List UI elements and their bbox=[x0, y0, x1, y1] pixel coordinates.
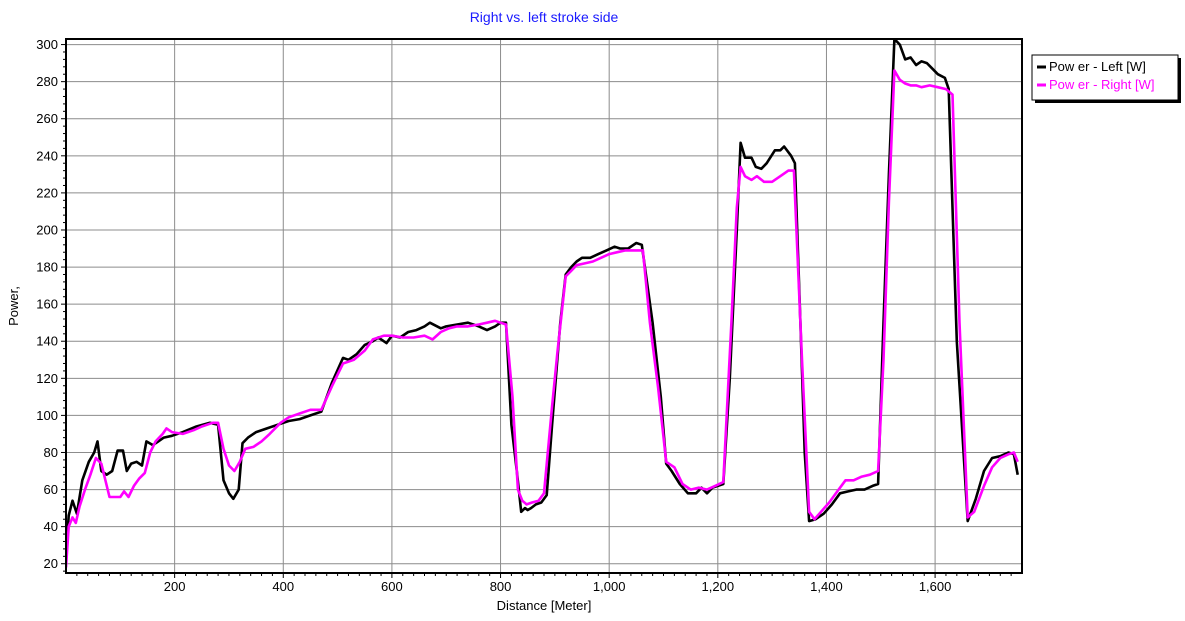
x-tick-label: 600 bbox=[381, 579, 403, 594]
x-tick-label: 1,400 bbox=[810, 579, 843, 594]
legend: Pow er - Left [W] Pow er - Right [W] bbox=[1031, 54, 1181, 103]
y-tick-label: 20 bbox=[44, 556, 58, 571]
x-tick-label: 800 bbox=[490, 579, 512, 594]
series-line-left bbox=[66, 39, 1019, 557]
y-tick-label: 160 bbox=[36, 297, 58, 312]
y-tick-label: 300 bbox=[36, 37, 58, 52]
y-tick-label: 240 bbox=[36, 148, 58, 163]
y-tick-label: 40 bbox=[44, 519, 58, 534]
x-tick-label: 200 bbox=[164, 579, 186, 594]
y-tick-label: 60 bbox=[44, 482, 58, 497]
x-tick-label: 400 bbox=[272, 579, 294, 594]
x-tick-label: 1,200 bbox=[702, 579, 735, 594]
y-tick-label: 180 bbox=[36, 260, 58, 275]
series-line-right bbox=[66, 69, 1019, 568]
y-tick-label: 120 bbox=[36, 371, 58, 386]
y-tick-label: 80 bbox=[44, 445, 58, 460]
legend-label: Pow er - Right [W] bbox=[1049, 77, 1154, 92]
axis-ticks: 200 400 600 800 1,000 1,200 1,400 1,600 20 40 60 80… bbox=[36, 37, 1012, 594]
y-tick-label: 280 bbox=[36, 74, 58, 89]
y-tick-label: 140 bbox=[36, 334, 58, 349]
y-tick-label: 200 bbox=[36, 222, 58, 237]
legend-box bbox=[1031, 54, 1179, 101]
chart-title: Right vs. left stroke side bbox=[470, 9, 619, 25]
x-tick-label: 1,600 bbox=[919, 579, 952, 594]
legend-items: Pow er - Left [W] Pow er - Right [W] bbox=[1037, 59, 1154, 92]
y-tick-label: 100 bbox=[36, 408, 58, 423]
x-tick-label: 1,000 bbox=[593, 579, 626, 594]
y-tick-label: 260 bbox=[36, 111, 58, 126]
y-axis-title: Power, bbox=[6, 286, 21, 326]
legend-label: Pow er - Left [W] bbox=[1049, 59, 1146, 74]
y-tick-label: 220 bbox=[36, 185, 58, 200]
series-layer bbox=[66, 39, 1019, 568]
x-axis-title: Distance [Meter] bbox=[497, 598, 592, 613]
